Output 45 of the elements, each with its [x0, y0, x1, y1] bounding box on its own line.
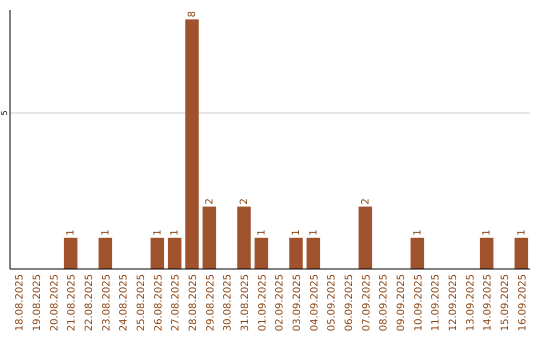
x-tick-label: 22.08.2025 — [84, 274, 95, 332]
x-tick-label: 19.08.2025 — [32, 274, 43, 332]
y-tick-label: 5 — [0, 110, 9, 116]
data-label: 2 — [239, 198, 250, 205]
data-label: 2 — [204, 198, 216, 205]
x-tick-label: 16.09.2025 — [517, 274, 528, 332]
x-tick-label: 06.09.2025 — [344, 274, 355, 332]
x-tick-label: 25.08.2025 — [136, 274, 147, 332]
x-tick-label: 04.09.2025 — [309, 274, 320, 332]
x-tick-label: 21.08.2025 — [66, 274, 78, 332]
data-label: 1 — [291, 229, 302, 236]
x-tick-label: 08.09.2025 — [378, 274, 390, 332]
x-tick-label: 30.08.2025 — [222, 274, 234, 332]
x-tick-label: 10.09.2025 — [413, 274, 424, 332]
data-label: 8 — [187, 10, 198, 18]
data-label: 1 — [100, 229, 112, 236]
x-tick-label: 29.08.2025 — [205, 274, 216, 332]
x-tick-label: 13.09.2025 — [465, 274, 476, 332]
x-tick-label: 09.09.2025 — [396, 274, 407, 332]
x-tick-label: 27.08.2025 — [170, 274, 182, 332]
data-label: 1 — [170, 229, 181, 236]
data-label: 1 — [482, 229, 493, 236]
data-label: 1 — [256, 229, 268, 236]
x-tick-label: 18.08.2025 — [14, 274, 26, 332]
data-label: 1 — [516, 229, 528, 236]
x-tick-label: 26.08.2025 — [153, 274, 164, 332]
x-tick-label: 24.08.2025 — [118, 274, 130, 332]
x-tick-label: 11.09.2025 — [430, 274, 442, 332]
data-label: 2 — [360, 198, 372, 205]
x-tick-label: 07.09.2025 — [361, 274, 372, 332]
x-tick-label: 02.09.2025 — [274, 274, 286, 332]
data-label: 1 — [152, 229, 164, 236]
x-tick-label: 05.09.2025 — [326, 274, 338, 332]
data-label: 1 — [66, 229, 77, 236]
data-label: 1 — [308, 229, 320, 236]
x-tick-label: 12.09.2025 — [448, 274, 459, 332]
x-tick-label: 01.09.2025 — [257, 274, 268, 332]
data-label: 1 — [412, 229, 424, 236]
x-tick-label: 14.09.2025 — [482, 274, 494, 332]
x-tick-label: 31.08.2025 — [240, 274, 251, 332]
x-tick-label: 15.09.2025 — [500, 274, 511, 332]
x-tick-label: 23.08.2025 — [101, 274, 112, 332]
x-tick-label: 20.08.2025 — [49, 274, 60, 332]
x-tick-label: 28.08.2025 — [188, 274, 199, 332]
x-tick-label: 03.09.2025 — [292, 274, 303, 332]
